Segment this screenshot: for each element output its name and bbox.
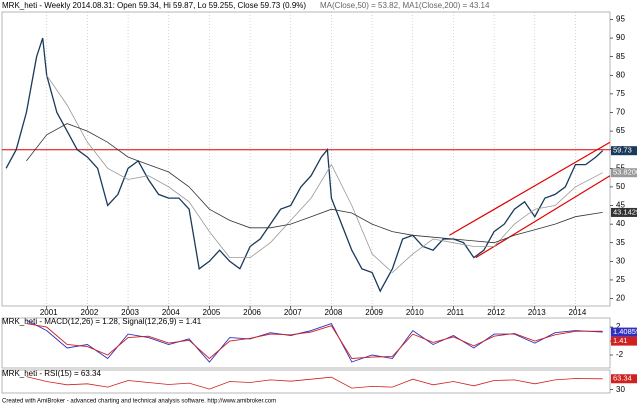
x-tick-label: 2008 xyxy=(325,308,343,317)
end-label: 63.34 xyxy=(613,374,632,383)
y-tick-label: 25 xyxy=(616,275,625,284)
end-label: 1.40859 xyxy=(613,327,638,336)
x-tick-label: 2013 xyxy=(528,308,546,317)
y-tick-label: 70 xyxy=(616,108,625,117)
x-tick-label: 2006 xyxy=(243,308,261,317)
end-label: 53.8200 xyxy=(613,168,638,177)
end-label-box xyxy=(611,168,637,178)
y-tick-label: 55 xyxy=(616,163,625,172)
series-line xyxy=(26,319,603,363)
series-line xyxy=(26,123,603,244)
series-line xyxy=(5,37,604,293)
y-tick-label: 85 xyxy=(616,52,625,61)
x-tick-label: 2007 xyxy=(284,308,302,317)
y-tick-label: 20 xyxy=(616,294,625,303)
series-line xyxy=(46,75,603,274)
end-label-box xyxy=(611,374,637,384)
panel-frame xyxy=(1,11,611,307)
panel-title: MRK_heti - RSI(15) = 63.34 xyxy=(2,369,101,378)
end-label-box xyxy=(611,336,637,346)
panel-title: MRK_heti - MACD(12,26) = 1.28, Signal(12… xyxy=(2,317,202,326)
y-tick-label: 80 xyxy=(616,70,625,79)
y-tick-label: 30 xyxy=(616,385,625,394)
end-label: 59.73 xyxy=(613,146,632,155)
chart-subtitle: MA(Close,50) = 53.82, MA1(Close,200) = 4… xyxy=(320,1,490,10)
y-tick-label: 95 xyxy=(616,15,625,24)
x-tick-label: 2001 xyxy=(40,308,58,317)
series-line xyxy=(26,376,603,390)
end-label-box xyxy=(611,207,637,217)
y-tick-label: 35 xyxy=(616,238,625,247)
series-line xyxy=(26,323,603,360)
trend-line xyxy=(449,141,611,236)
trend-line xyxy=(475,175,611,259)
end-label-box xyxy=(611,146,637,156)
chart-title: MRK_heti - Weekly 2014.08.31: Open 59.34… xyxy=(2,1,306,10)
x-tick-label: 2012 xyxy=(487,308,505,317)
y-tick-label: 50 xyxy=(616,182,625,191)
y-tick-label: 65 xyxy=(616,126,625,135)
panel-frame xyxy=(1,369,611,394)
y-tick-label: 45 xyxy=(616,201,625,210)
x-tick-label: 2011 xyxy=(447,308,465,317)
footer: Created with AmiBroker - advanced charti… xyxy=(2,399,276,405)
x-tick-label: 2004 xyxy=(162,308,180,317)
y-tick-label: 2 xyxy=(616,322,621,331)
end-label: 43.1429 xyxy=(613,207,638,216)
x-tick-label: 2009 xyxy=(365,308,383,317)
x-tick-label: 2003 xyxy=(121,308,139,317)
y-tick-label: 30 xyxy=(616,256,625,265)
x-tick-label: 2005 xyxy=(203,308,221,317)
end-label-box xyxy=(611,327,637,337)
y-tick-label: -2 xyxy=(616,350,624,359)
y-tick-label: 75 xyxy=(616,89,625,98)
x-tick-label: 2010 xyxy=(406,308,424,317)
x-tick-label: 2014 xyxy=(569,308,587,317)
panel-frame xyxy=(1,317,611,369)
end-label: 1.41 xyxy=(613,336,628,345)
y-tick-label: 90 xyxy=(616,33,625,42)
y-tick-label: 40 xyxy=(616,219,625,228)
x-tick-label: 2002 xyxy=(81,308,99,317)
